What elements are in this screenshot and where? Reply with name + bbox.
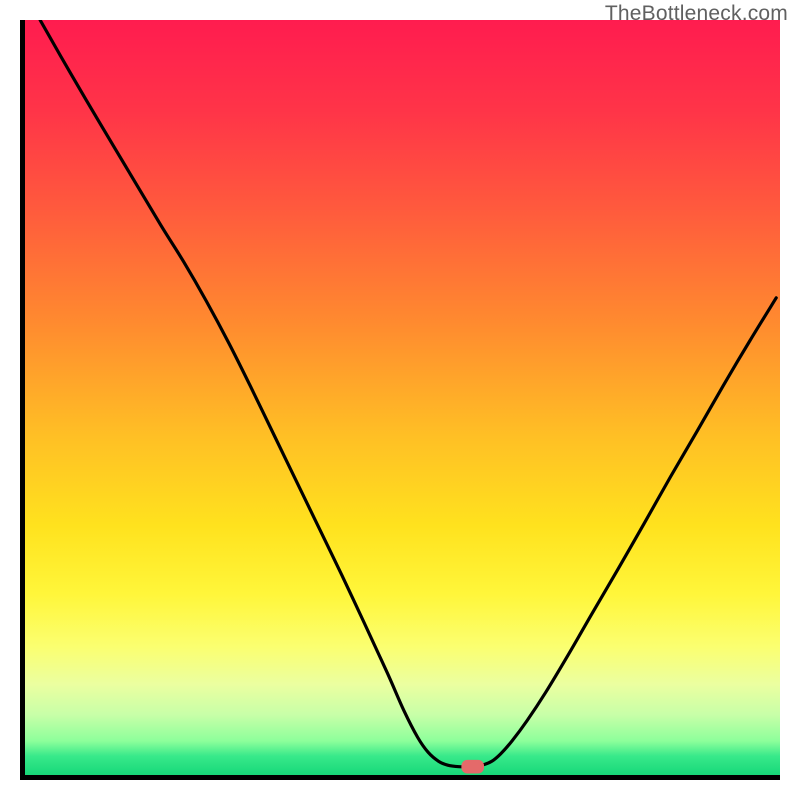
watermark-text: TheBottleneck.com xyxy=(605,2,788,26)
minimum-marker xyxy=(461,760,484,774)
chart-frame: TheBottleneck.com xyxy=(0,0,800,800)
plot-area xyxy=(20,20,780,780)
gradient-background xyxy=(25,20,780,775)
plot-svg xyxy=(25,20,780,775)
